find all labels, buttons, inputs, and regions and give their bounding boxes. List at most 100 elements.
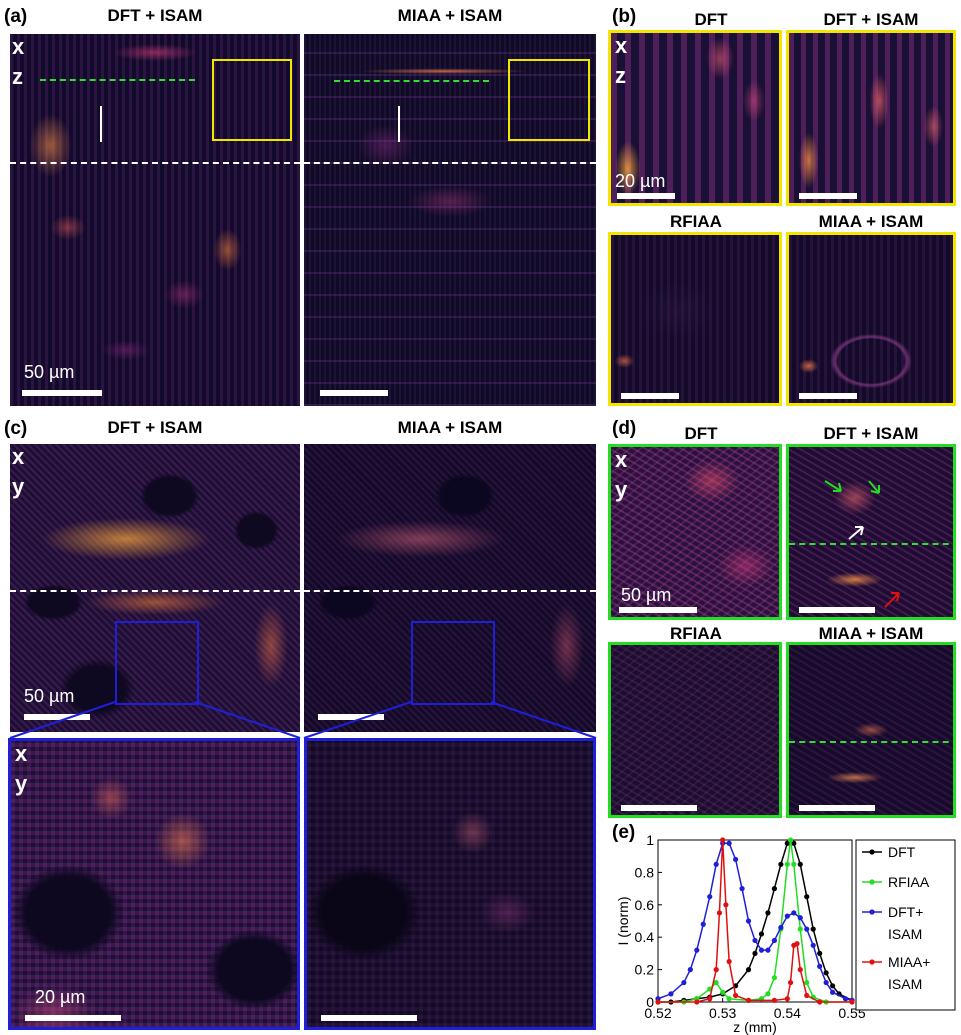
legend-box bbox=[855, 839, 956, 1011]
series-point bbox=[791, 840, 797, 846]
scalebar bbox=[22, 390, 102, 396]
panel-e-label: (e) bbox=[612, 822, 636, 843]
series-point bbox=[784, 913, 790, 919]
scalebar bbox=[25, 1015, 121, 1021]
panel-d-title-dft-isam: DFT + ISAM bbox=[823, 424, 919, 443]
series-point bbox=[765, 947, 771, 953]
scalebar bbox=[318, 714, 384, 720]
legend-label: MIAA+ bbox=[888, 954, 930, 970]
y-tick-label: 0 bbox=[646, 994, 654, 1010]
panel-c-zoom-miaa-isam bbox=[304, 738, 596, 1030]
scalebar-text: 50 µm bbox=[24, 686, 75, 706]
series-point bbox=[778, 861, 784, 867]
scalebar bbox=[799, 193, 857, 199]
scalebar-text: 20 µm bbox=[615, 171, 666, 191]
series-point bbox=[752, 937, 758, 944]
series-point bbox=[787, 837, 794, 843]
series-point bbox=[823, 970, 829, 976]
panel-d-image-miaa-isam bbox=[786, 642, 956, 818]
series-point bbox=[797, 967, 803, 973]
panel-c-image-miaa-isam bbox=[304, 444, 596, 732]
series-point bbox=[720, 989, 726, 995]
series-point bbox=[797, 915, 803, 921]
connector-line bbox=[194, 701, 301, 739]
panel-c-image-dft-isam: x y 50 µm bbox=[10, 444, 300, 732]
legend-marker bbox=[869, 959, 875, 965]
series-point bbox=[842, 996, 849, 1002]
series-point bbox=[745, 997, 752, 1003]
y-tick-label: 1 bbox=[646, 832, 654, 848]
panel-b-image-dft-isam bbox=[786, 30, 956, 206]
panel-b-image-rfiaa bbox=[608, 232, 782, 406]
panel-c-title-right: MIAA + ISAM bbox=[397, 418, 503, 437]
series-point bbox=[817, 999, 823, 1005]
panel-a-image-miaa-isam bbox=[304, 34, 596, 406]
series-point bbox=[784, 861, 790, 867]
y-axis-label: I (norm) bbox=[615, 897, 631, 946]
legend-marker bbox=[869, 909, 875, 915]
series-point bbox=[804, 926, 810, 932]
panel-b-title-rfiaa: RFIAA bbox=[670, 212, 722, 231]
series-point bbox=[739, 886, 745, 892]
panel-d-title-miaa-isam: MIAA + ISAM bbox=[818, 624, 924, 643]
series-point bbox=[804, 979, 810, 986]
series-point bbox=[810, 942, 816, 948]
series-point bbox=[778, 924, 784, 931]
panel-a-title-left: DFT + ISAM bbox=[107, 6, 203, 25]
series-point bbox=[726, 996, 732, 1002]
series-point bbox=[713, 979, 719, 986]
series-point bbox=[830, 983, 836, 989]
series-point bbox=[655, 999, 661, 1005]
green-dashed-line bbox=[789, 543, 953, 545]
axis-y-label: y bbox=[15, 771, 28, 796]
panel-a-label: (a) bbox=[4, 6, 28, 27]
series-point bbox=[771, 886, 777, 892]
series-point bbox=[758, 947, 765, 953]
scalebar bbox=[619, 607, 697, 613]
axis-x-label: x bbox=[615, 33, 628, 58]
x-tick-label: 0.53 bbox=[709, 1005, 736, 1021]
panel-b-title-dft-isam: DFT + ISAM bbox=[823, 10, 919, 29]
white-dashed-line bbox=[304, 162, 596, 164]
series-point bbox=[758, 931, 765, 937]
x-tick-label: 0.54 bbox=[774, 1005, 801, 1021]
axis-x-label: x bbox=[12, 34, 25, 59]
legend-label: ISAM bbox=[888, 926, 922, 942]
panel-c-title-left: DFT + ISAM bbox=[107, 418, 203, 437]
series-point bbox=[830, 989, 836, 995]
scalebar bbox=[799, 805, 875, 811]
panel-d-image-dft-isam bbox=[786, 444, 956, 620]
series-point bbox=[765, 991, 771, 997]
series-point bbox=[791, 861, 797, 867]
scalebar-text: 50 µm bbox=[621, 585, 672, 605]
scalebar bbox=[321, 1015, 417, 1021]
series-point bbox=[687, 967, 693, 973]
series-point bbox=[707, 894, 713, 900]
green-dashed-line bbox=[40, 79, 195, 81]
white-dashed-line bbox=[304, 590, 596, 592]
green-arrow-icon bbox=[868, 480, 880, 494]
panel-a-image-dft-isam: x z 50 µm bbox=[10, 34, 300, 406]
axis-y-label: y bbox=[615, 477, 628, 502]
plot-frame bbox=[657, 839, 853, 1003]
white-arrow-icon bbox=[848, 526, 864, 540]
panel-b-image-miaa-isam bbox=[786, 232, 956, 406]
series-point bbox=[694, 947, 700, 953]
series-point bbox=[849, 999, 855, 1005]
connector-line bbox=[303, 701, 412, 739]
series-point bbox=[681, 979, 687, 986]
y-tick-label: 0.8 bbox=[635, 864, 655, 880]
axis-x-label: x bbox=[615, 447, 628, 472]
panel-d-title-rfiaa: RFIAA bbox=[670, 624, 722, 643]
series-point bbox=[787, 979, 794, 986]
scalebar bbox=[320, 390, 388, 396]
series-point bbox=[733, 856, 739, 863]
series-point bbox=[797, 926, 803, 932]
panel-b-label: (b) bbox=[612, 6, 637, 27]
y-tick-label: 0.6 bbox=[635, 897, 655, 913]
y-tick-label: 0.4 bbox=[635, 929, 655, 945]
red-arrow-icon bbox=[884, 592, 900, 608]
series-line bbox=[657, 842, 853, 1002]
panel-a-title-right: MIAA + ISAM bbox=[397, 6, 503, 25]
